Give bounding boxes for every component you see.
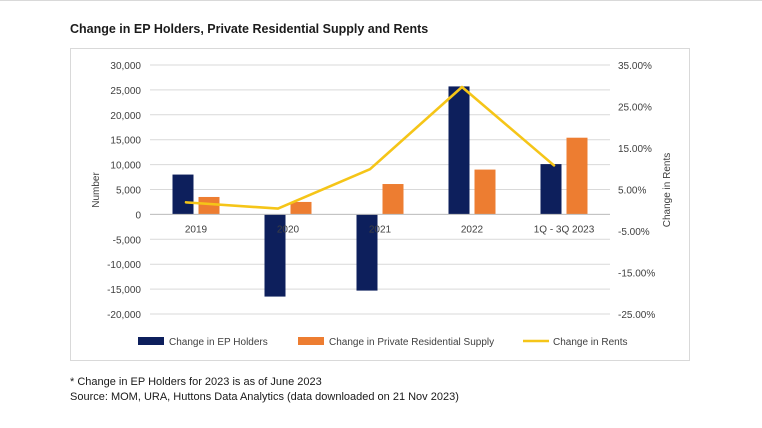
footnote-source: Source: MOM, URA, Huttons Data Analytics… [70,391,459,403]
legend-change-in-rents-label: Change in Rents [553,337,628,348]
y-tick-label: 10,000 [110,161,141,172]
y2-tick-label: 5.00% [618,186,646,197]
bar-residential-supply [566,137,588,215]
y-tick-label: 15,000 [110,136,141,147]
y-tick-label: 20,000 [110,111,141,122]
x-tick-label: 1Q - 3Q 2023 [534,224,595,235]
y-tick-label: -10,000 [107,260,141,271]
chart-frame [70,48,690,361]
y-tick-label: 5,000 [116,186,141,197]
y-tick-label: 0 [135,210,141,221]
x-tick-label: 2019 [185,224,208,235]
y-tick-label: -5,000 [113,235,142,246]
bar-residential-supply [474,169,496,215]
top-divider [0,0,762,1]
y-tick-label: 30,000 [110,61,141,72]
bar-residential-supply [290,201,312,215]
line-change-in-rents [184,85,556,210]
y2-tick-label: -25.00% [618,310,655,321]
footnote-note: * Change in EP Holders for 2023 is as of… [70,376,322,388]
y2-tick-label: -15.00% [618,269,655,280]
y-tick-label: 25,000 [110,86,141,97]
y-axis-title: Number [91,172,102,208]
y-tick-label: -15,000 [107,285,141,296]
bar-residential-supply [382,184,404,215]
chart-title: Change in EP Holders, Private Residentia… [70,22,429,36]
x-tick-label: 2022 [461,224,484,235]
bar-ep-holders [172,174,194,215]
y-tick-label: -20,000 [107,310,141,321]
y2-axis-title: Change in Rents [662,153,673,228]
legend-residential-supply-label: Change in Private Residential Supply [329,337,494,348]
y2-tick-label: -5.00% [618,227,650,238]
y2-tick-label: 25.00% [618,103,652,114]
legend-residential-supply-swatch [298,337,324,345]
legend-ep-holders-swatch [138,337,164,345]
x-tick-label: 2020 [277,224,300,235]
bar-ep-holders [448,86,470,215]
bar-ep-holders [356,214,378,291]
bar-ep-holders [264,214,286,297]
bar-ep-holders [540,164,562,215]
bar-residential-supply [198,196,220,215]
y2-tick-label: 15.00% [618,144,652,155]
y2-tick-label: 35.00% [618,61,652,72]
x-tick-label: 2021 [369,224,392,235]
legend-ep-holders-label: Change in EP Holders [169,337,268,348]
